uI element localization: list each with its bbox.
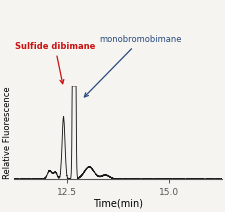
- Y-axis label: Relative Fluorescence: Relative Fluorescence: [3, 86, 12, 179]
- X-axis label: Time(min): Time(min): [93, 198, 143, 209]
- Text: monobromobimane: monobromobimane: [84, 35, 182, 97]
- Text: Sulfide dibimane: Sulfide dibimane: [15, 42, 95, 84]
